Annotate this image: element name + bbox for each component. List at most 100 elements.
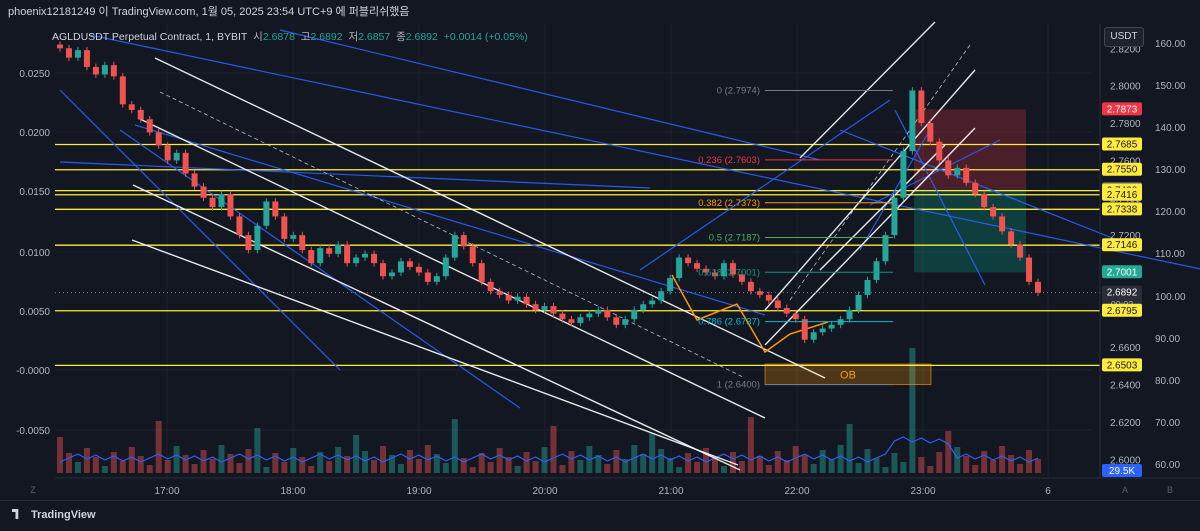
candle-body: [918, 90, 925, 124]
volume-label-text: 29.5K: [1109, 466, 1135, 477]
candle-body: [685, 257, 692, 264]
trend-line: [869, 139, 1001, 206]
price-axis-label: 2.6000: [1110, 455, 1141, 466]
change-value: +0.0014 (+0.05%): [443, 31, 528, 43]
symbol-name[interactable]: AGLDUSDT Perpetual Contract, 1, BYBIT: [52, 31, 248, 43]
low-value: 2.6857: [358, 31, 391, 43]
publish-text: phoenix12181249 이 TradingView.com, 1월 05…: [8, 6, 410, 18]
candle-body: [326, 248, 333, 254]
candle-body: [720, 263, 727, 277]
volume-bar: [891, 453, 898, 473]
volume-bar: [137, 456, 144, 473]
price-label-text: 2.7685: [1107, 140, 1138, 151]
volume-bar: [927, 466, 934, 473]
trend-line: [819, 144, 946, 271]
volume-bar: [227, 454, 234, 473]
candle-body: [981, 194, 988, 208]
trend-line: [132, 184, 741, 471]
price-label-text: 2.7550: [1107, 165, 1138, 176]
volume-bar: [371, 460, 378, 473]
candle-body: [595, 309, 602, 314]
volume-axis-label: 70.00: [1155, 418, 1180, 429]
low-label: 저: [348, 31, 359, 43]
volume-bar: [963, 456, 970, 473]
volume-bar: [747, 417, 754, 473]
candle-body: [801, 319, 808, 340]
candle-body: [137, 109, 144, 120]
tradingview-brand[interactable]: TradingView: [12, 509, 96, 521]
candle-body: [703, 268, 710, 273]
left-axis-label: 0.0250: [19, 69, 50, 80]
volume-bar: [424, 445, 431, 473]
left-axis-label: 0.0200: [19, 128, 50, 139]
volume-bar: [110, 452, 117, 473]
candle-body: [873, 261, 880, 280]
trend-line: [119, 129, 521, 409]
volume-bar: [209, 459, 216, 473]
candle-body: [317, 248, 324, 264]
candle-body: [577, 317, 584, 323]
price-label-box: [1102, 137, 1142, 151]
candle-body: [1017, 244, 1024, 258]
currency-badge[interactable]: USDT: [1104, 27, 1144, 47]
volume-bar: [981, 451, 988, 473]
brand-text: TradingView: [31, 509, 96, 521]
candle-body: [469, 246, 476, 264]
price-label-text: 2.7416: [1107, 190, 1138, 201]
candle-body: [263, 201, 270, 226]
volume-bar: [254, 428, 261, 473]
candle-body: [738, 274, 745, 282]
candle-body: [963, 167, 970, 183]
volume-bar: [855, 463, 862, 473]
volume-bar: [622, 459, 629, 473]
volume-bar: [819, 450, 826, 473]
volume-bar: [182, 455, 189, 473]
volume-bar: [218, 445, 225, 473]
price-label-text: 2.6795: [1107, 306, 1138, 317]
candle-body: [649, 300, 656, 305]
footer-bar: TradingView: [0, 500, 1200, 531]
fib-level-label: 0.236 (2.7603): [698, 155, 760, 166]
volume-axis-label: 130.00: [1155, 165, 1186, 176]
volume-bar: [155, 421, 162, 473]
candle-body: [406, 261, 413, 267]
x-tick-label: 21:00: [658, 486, 683, 497]
candle-body: [667, 278, 674, 292]
price-chart[interactable]: OB 0 (2.7974) 0.236 (2.7603) 0.382 (2.7373…: [0, 0, 1200, 500]
volume-bar: [999, 446, 1006, 473]
candle-body: [846, 309, 853, 320]
volume-bar: [882, 467, 889, 473]
x-tick-label: 22:00: [784, 486, 809, 497]
price-label-box: [1102, 303, 1142, 317]
volume-bar: [469, 467, 476, 473]
x-tick-label: 23:00: [910, 486, 935, 497]
axis-scale-z: Z: [30, 485, 36, 495]
fib-level-label: 0.786 (2.6737): [698, 317, 760, 328]
candle-body: [505, 294, 512, 301]
price-label-box: [1102, 162, 1142, 176]
price-axis-label: 2.6600: [1110, 343, 1141, 354]
trend-line: [799, 21, 936, 159]
candle-body: [65, 48, 72, 58]
candle-body: [451, 235, 458, 258]
candle-body: [299, 235, 306, 251]
volume-bar: [990, 460, 997, 473]
candle-body: [362, 253, 369, 258]
candle-body: [415, 266, 422, 273]
volume-bar: [577, 460, 584, 473]
candle-body: [83, 50, 90, 67]
volume-bar: [281, 462, 288, 473]
volume-bar: [694, 462, 701, 473]
volume-bar: [308, 466, 315, 473]
fib-level-label: 0.618 (2.7001): [698, 267, 760, 278]
axis-scale-a: A: [1122, 485, 1128, 495]
trend-line: [639, 99, 891, 271]
volume-bar: [640, 454, 647, 473]
candle-body: [209, 197, 216, 208]
candle-body: [774, 300, 781, 308]
volume-bar: [1008, 455, 1015, 473]
volume-bar: [595, 455, 602, 473]
fib-level-label: 1 (2.6400): [717, 380, 760, 391]
order-block-label: OB: [840, 369, 856, 381]
volume-bar: [57, 437, 63, 473]
